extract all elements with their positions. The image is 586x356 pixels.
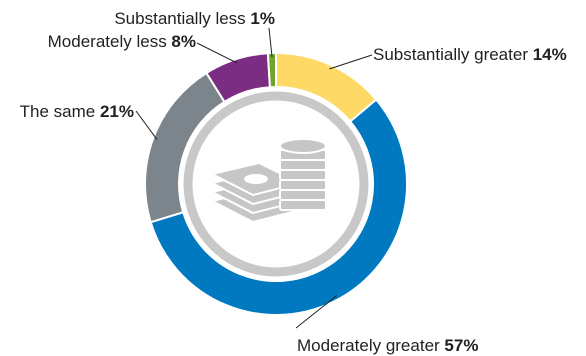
slice-label-value: 8% [171, 32, 196, 51]
slice-label-name: Moderately greater [297, 336, 444, 355]
leader-line-moderately-less [196, 42, 238, 64]
slice-moderately-greater [149, 98, 408, 316]
slice-label-moderately-less: Moderately less 8% [48, 32, 196, 51]
slice-label-value: 1% [250, 9, 275, 28]
leader-lines [135, 27, 373, 329]
donut-slices [144, 51, 408, 316]
slice-label-name: The same [20, 102, 100, 121]
money-stack-and-coins-icon [209, 138, 327, 224]
inner-ring [183, 91, 369, 277]
slice-label-name: Substantially greater [373, 45, 533, 64]
leader-line-substantially-less [268, 27, 273, 58]
slice-label-substantially-greater: Substantially greater 14% [373, 45, 567, 64]
leader-line-moderately-greater [295, 295, 337, 329]
slice-label-value: 14% [533, 45, 567, 64]
slice-label-moderately-greater: Moderately greater 57% [297, 336, 478, 355]
slice-label-the-same: The same 21% [20, 102, 134, 121]
slice-the-same [144, 71, 226, 224]
slice-labels: Substantially greater 14% Moderately grea… [20, 9, 567, 355]
slice-label-value: 21% [100, 102, 134, 121]
slice-label-name: Substantially less [114, 9, 250, 28]
leader-line-the-same [135, 110, 158, 140]
slice-label-value: 57% [444, 336, 478, 355]
slice-substantially-less [266, 51, 277, 89]
slice-label-name: Moderately less [48, 32, 172, 51]
slice-label-substantially-less: Substantially less 1% [114, 9, 275, 28]
leader-line-substantially-greater [329, 54, 373, 70]
